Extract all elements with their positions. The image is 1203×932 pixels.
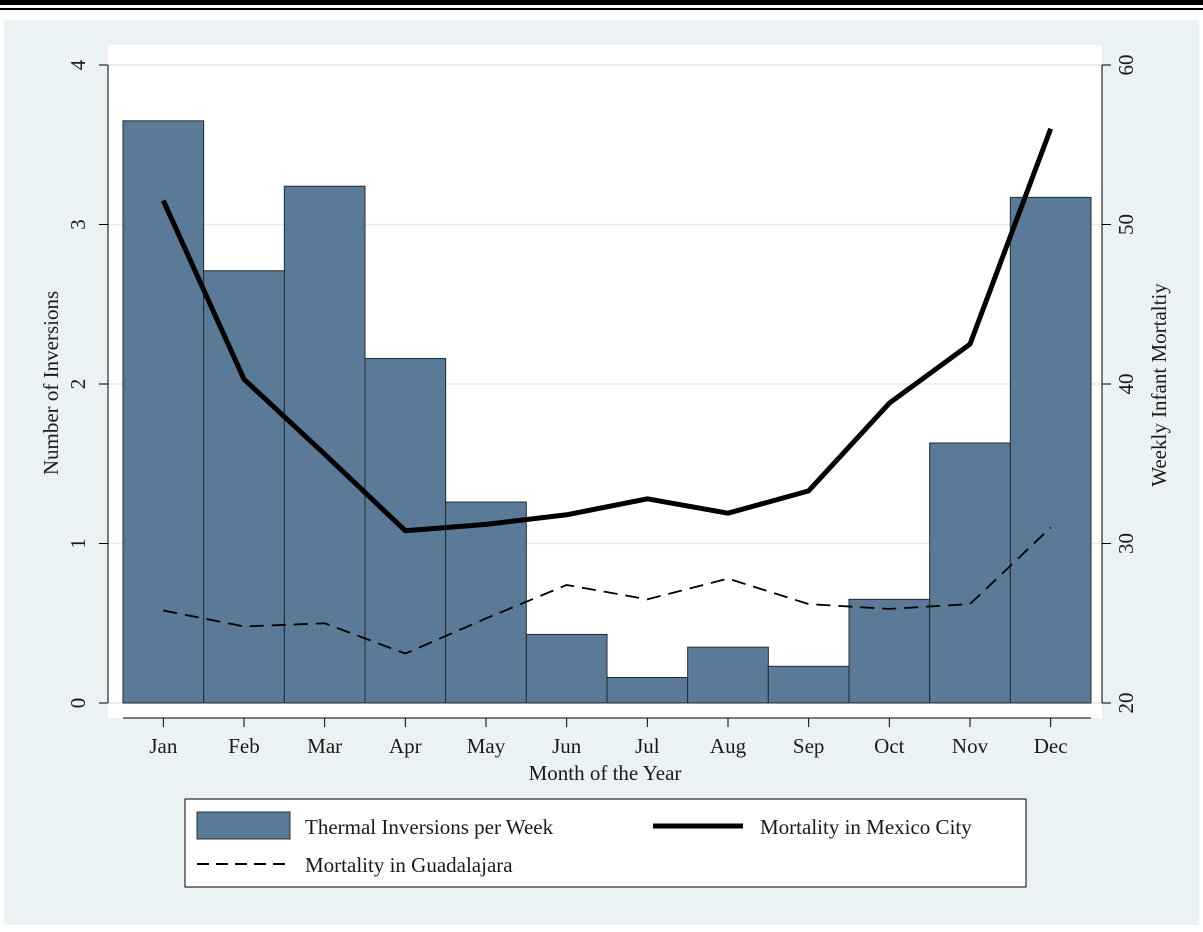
x-tick-label: Jan	[149, 734, 177, 758]
x-tick-label: Jul	[635, 734, 660, 758]
y2-tick-label: 30	[1114, 533, 1138, 554]
bar	[122, 120, 205, 704]
bar	[1009, 196, 1092, 704]
x-tick-label: Feb	[228, 734, 260, 758]
bar	[848, 598, 931, 704]
y2-tick-label: 50	[1114, 214, 1138, 235]
legend-label-guadalajara: Mortality in Guadalajara	[305, 853, 513, 877]
bar	[767, 665, 850, 704]
x-tick-label: Nov	[952, 734, 989, 758]
x-tick-label: Aug	[710, 734, 747, 758]
y-tick-label: 2	[66, 379, 90, 390]
x-tick-label: Oct	[874, 734, 904, 758]
legend-box	[184, 798, 1027, 888]
legend-label-inversions: Thermal Inversions per Week	[305, 815, 554, 839]
y2-tick-label: 60	[1114, 55, 1138, 76]
y-axis-title: Number of Inversions	[39, 291, 63, 475]
x-tick-label: Sep	[793, 734, 825, 758]
bar	[929, 442, 1011, 704]
bar	[606, 676, 689, 704]
series-line-mexico-city	[161, 127, 1054, 534]
y-tick-label: 0	[66, 698, 90, 709]
bar	[283, 185, 366, 704]
bar	[687, 646, 769, 704]
y2-tick-label: 20	[1114, 693, 1138, 714]
bar	[525, 633, 608, 704]
x-tick-label: Dec	[1034, 734, 1068, 758]
series-line-guadalajara	[163, 526, 1052, 655]
legend: Thermal Inversions per Week Mortality in…	[184, 798, 1027, 888]
legend-label-mexico-city: Mortality in Mexico City	[760, 815, 972, 839]
legend-swatch-inversions	[196, 811, 291, 840]
top-rule-thick	[0, 0, 1203, 5]
x-tick-label: Mar	[307, 734, 342, 758]
x-tick-label: Apr	[389, 734, 422, 758]
y-tick-label: 4	[66, 59, 90, 70]
x-axis-title: Month of the Year	[529, 761, 682, 785]
bar	[203, 270, 285, 704]
lines	[161, 127, 1054, 655]
y-tick-label: 3	[66, 219, 90, 230]
y2-axis-title: Weekly Infant Mortaltiy	[1147, 283, 1171, 487]
axes: 0 1 2 3 4 20 30 40 50 60 Jan Feb Mar Apr May Jun Jul Aug S…	[66, 55, 1138, 759]
top-rule-thin	[0, 8, 1203, 10]
x-tick-label: May	[467, 734, 506, 758]
y-tick-label: 1	[66, 538, 90, 549]
y2-tick-label: 40	[1114, 374, 1138, 395]
x-tick-label: Jun	[552, 734, 582, 758]
bar	[445, 501, 527, 704]
